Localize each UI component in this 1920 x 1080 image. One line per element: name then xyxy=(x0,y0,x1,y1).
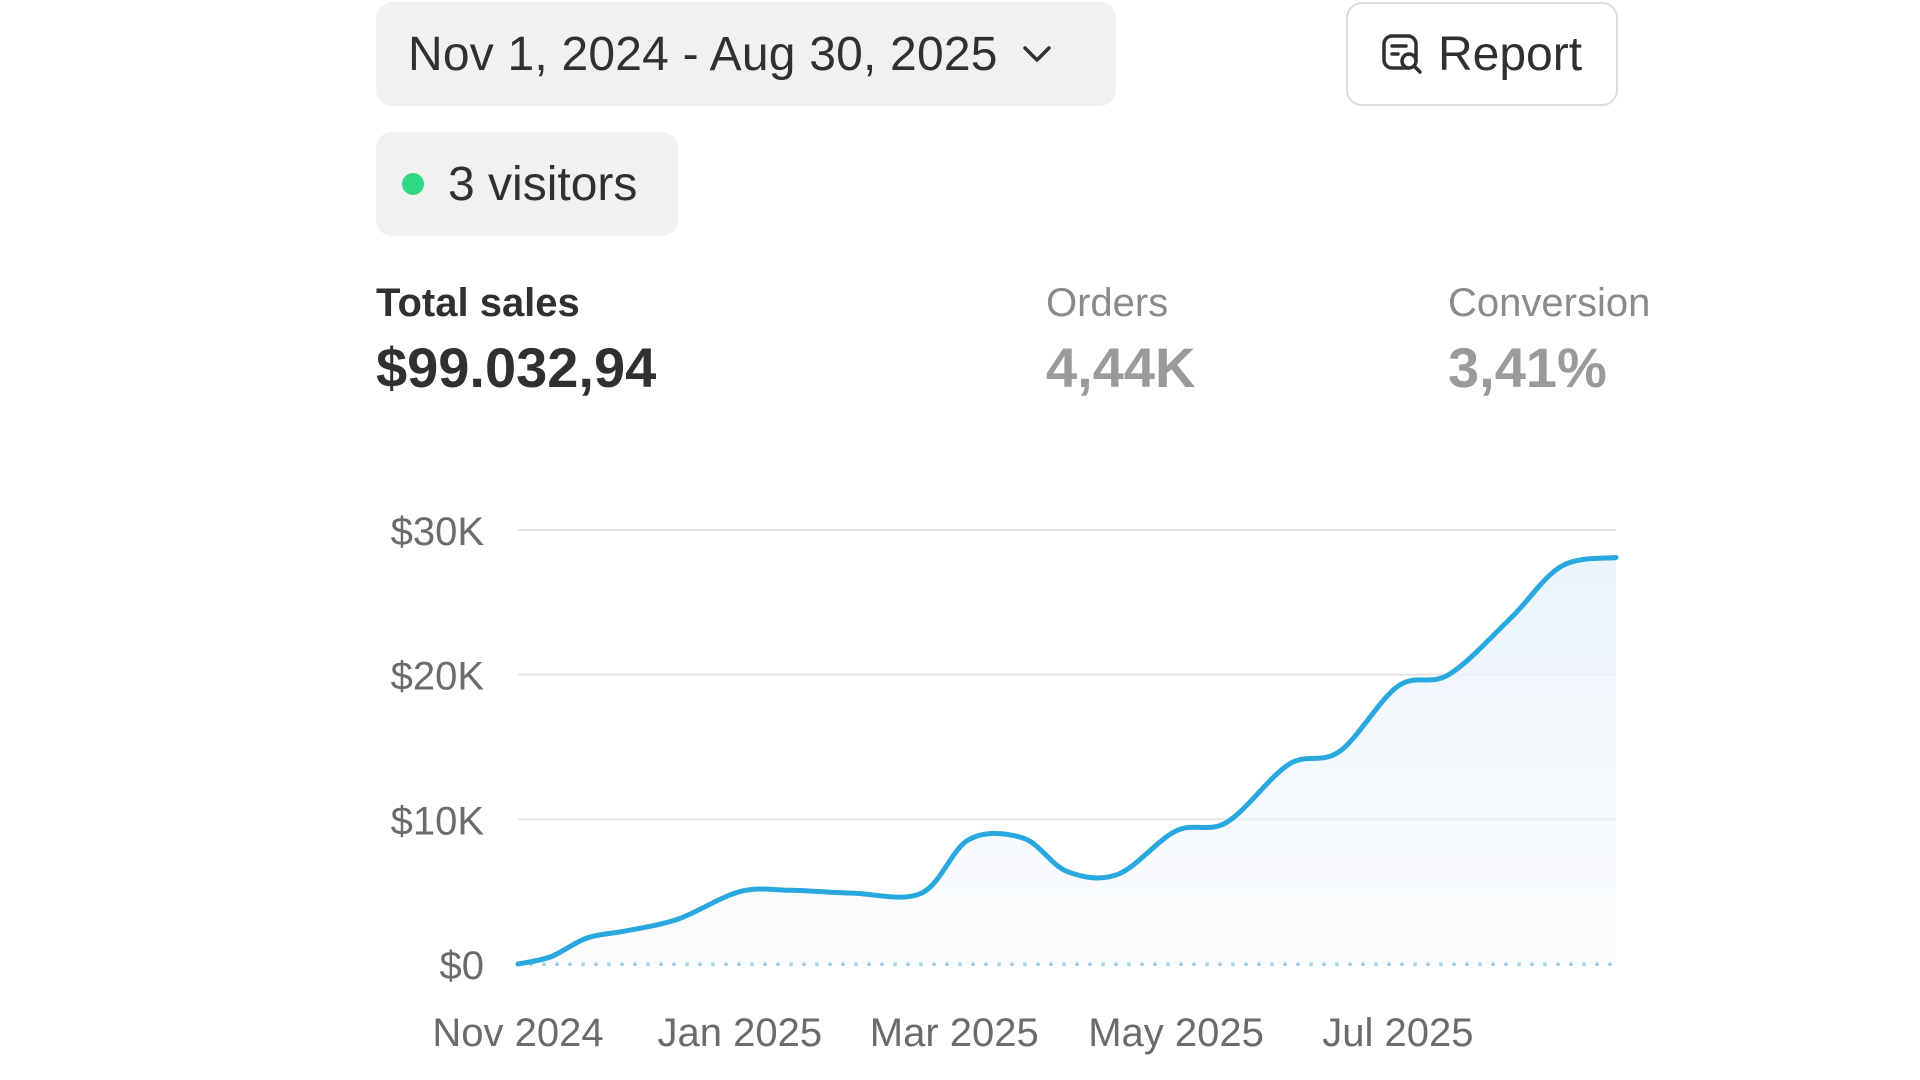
report-button[interactable]: Report xyxy=(1346,2,1618,106)
metric-orders[interactable]: Orders 4,44K xyxy=(1046,278,1195,404)
date-range-label: Nov 1, 2024 - Aug 30, 2025 xyxy=(408,27,998,81)
x-tick-label: Nov 2024 xyxy=(432,1011,603,1055)
x-tick-label: Jan 2025 xyxy=(657,1011,822,1055)
metric-value: 4,44K xyxy=(1046,336,1196,399)
chevron-down-icon xyxy=(1020,37,1054,71)
x-tick-label: May 2025 xyxy=(1088,1011,1264,1055)
y-tick-label: $10K xyxy=(391,799,485,843)
metric-title: Conversion xyxy=(1448,281,1651,325)
metric-value: $99.032,94 xyxy=(376,336,657,399)
metric-value: 3,41% xyxy=(1448,336,1607,399)
date-range-picker-button[interactable]: Nov 1, 2024 - Aug 30, 2025 xyxy=(376,2,1116,106)
y-tick-label: $0 xyxy=(440,944,485,988)
y-tick-label: $30K xyxy=(391,510,485,554)
live-status-dot xyxy=(402,173,424,195)
visitors-label: 3 visitors xyxy=(448,157,638,211)
y-tick-label: $20K xyxy=(391,655,485,699)
x-tick-label: Jul 2025 xyxy=(1322,1011,1473,1055)
metric-title: Total sales xyxy=(376,281,580,325)
visitors-badge[interactable]: 3 visitors xyxy=(376,132,678,236)
report-search-icon xyxy=(1380,32,1424,76)
metric-title: Orders xyxy=(1046,281,1169,325)
sales-series-line xyxy=(515,554,1619,967)
x-tick-label: Mar 2025 xyxy=(870,1011,1039,1055)
metric-total-sales[interactable]: Total sales $99.032,94 xyxy=(376,278,656,404)
sales-area-fill xyxy=(518,557,1616,964)
report-label: Report xyxy=(1438,27,1583,81)
metric-conversion[interactable]: Conversion 3,41% xyxy=(1448,278,1668,404)
